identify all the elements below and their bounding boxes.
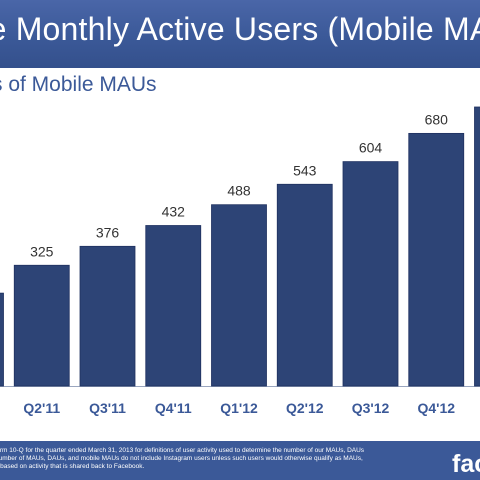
x-tick-label: Q2'12	[286, 400, 324, 416]
slide-subtitle: s of Mobile MAUs	[0, 73, 157, 96]
bar	[0, 292, 4, 387]
bar	[276, 183, 333, 387]
footnote-line: AUs based on activity that is shared bac…	[0, 463, 145, 470]
x-tick-label: Q1'12	[220, 400, 258, 416]
bar	[79, 245, 136, 387]
facebook-logo: fac	[452, 450, 480, 478]
data-label: 680	[425, 111, 449, 127]
bar	[145, 225, 202, 387]
x-tick-label: Q3'12	[352, 400, 390, 416]
data-label: 488	[227, 183, 251, 199]
x-tick-label: Q2'11	[23, 400, 60, 416]
bar	[342, 161, 399, 387]
x-tick-label: Q3'11	[89, 400, 126, 416]
footnote-line: 's Form 10-Q for the quarter ended March…	[0, 447, 365, 454]
bar	[13, 264, 70, 387]
data-label: 543	[293, 162, 317, 178]
data-label: 376	[96, 224, 120, 240]
slide-title: ile Monthly Active Users (Mobile MA	[0, 11, 480, 47]
data-label: 604	[359, 140, 383, 156]
data-label: 432	[162, 204, 186, 220]
x-tick-label: Q4'12	[417, 400, 455, 416]
bar	[408, 132, 465, 387]
footnote: 's Form 10-Q for the quarter ended March…	[0, 447, 396, 471]
data-label: 325	[30, 243, 54, 259]
footer-bar: 's Form 10-Q for the quarter ended March…	[0, 441, 480, 480]
title-bar: ile Monthly Active Users (Mobile MA	[0, 0, 480, 68]
x-tick-label: Q4'11	[155, 400, 192, 416]
bar	[211, 204, 267, 387]
footnote-line: he number of MAUs, DAUs, and mobile MAUs…	[0, 455, 363, 462]
bar	[474, 106, 480, 387]
